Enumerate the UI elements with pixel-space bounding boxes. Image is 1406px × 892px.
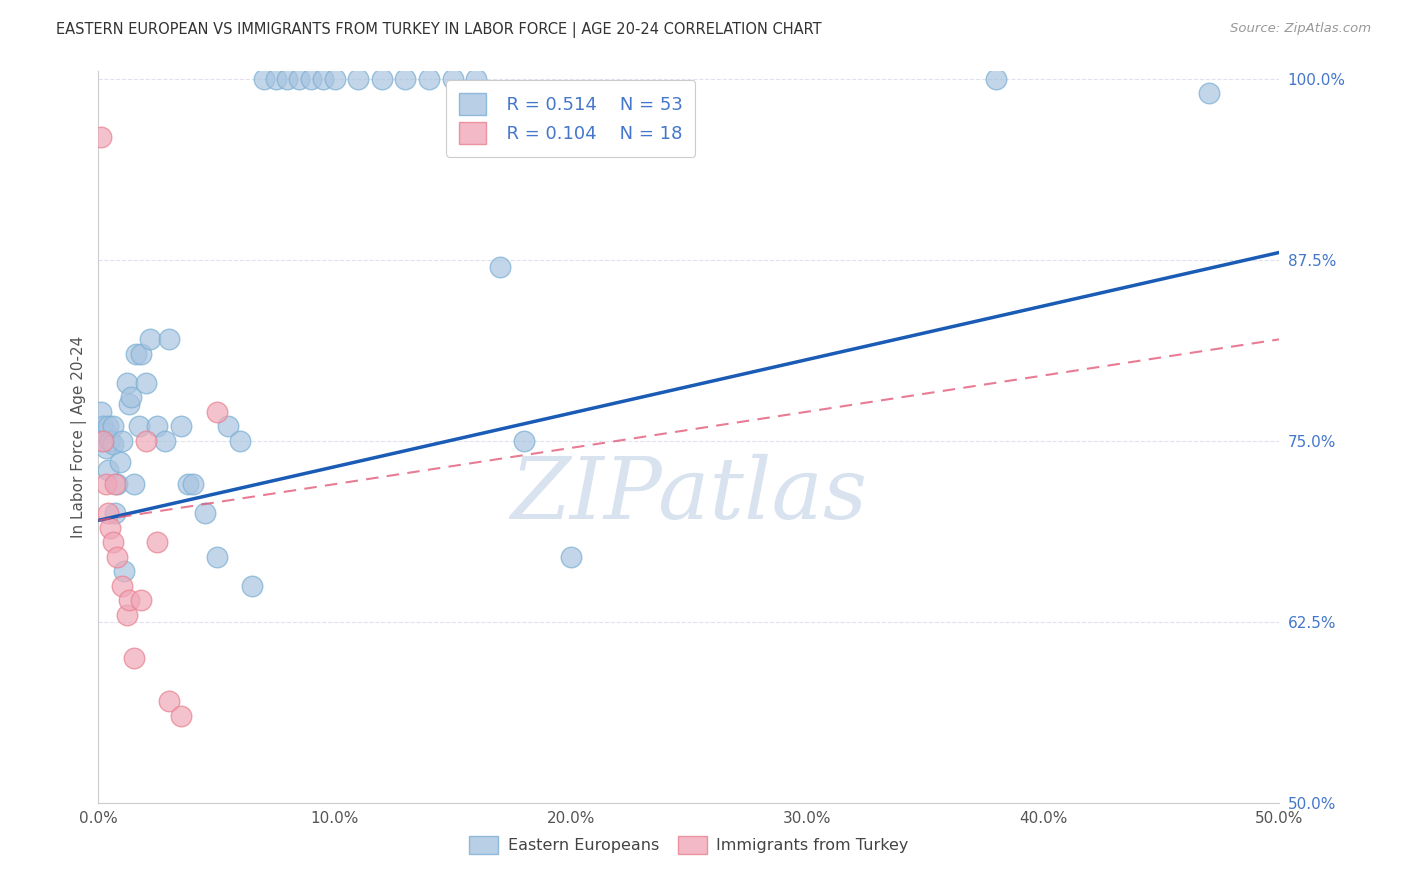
Point bbox=[418, 71, 440, 86]
Point bbox=[465, 71, 488, 86]
Point bbox=[371, 71, 394, 86]
Point bbox=[91, 434, 114, 448]
Point bbox=[157, 694, 180, 708]
Point bbox=[111, 434, 134, 448]
Point bbox=[323, 71, 346, 86]
Text: ZIPatlas: ZIPatlas bbox=[510, 454, 868, 537]
Point bbox=[115, 607, 138, 622]
Text: EASTERN EUROPEAN VS IMMIGRANTS FROM TURKEY IN LABOR FORCE | AGE 20-24 CORRELATIO: EASTERN EUROPEAN VS IMMIGRANTS FROM TURK… bbox=[56, 22, 823, 38]
Point bbox=[194, 506, 217, 520]
Point bbox=[170, 419, 193, 434]
Point bbox=[146, 419, 169, 434]
Point bbox=[122, 651, 145, 665]
Point bbox=[253, 71, 276, 86]
Point bbox=[347, 71, 370, 86]
Point bbox=[205, 549, 228, 564]
Point bbox=[91, 419, 114, 434]
Point bbox=[104, 506, 127, 520]
Point bbox=[276, 71, 298, 86]
Point bbox=[489, 260, 512, 274]
Point bbox=[104, 477, 127, 491]
Point bbox=[229, 434, 252, 448]
Point bbox=[97, 506, 120, 520]
Point bbox=[125, 347, 148, 361]
Point bbox=[205, 405, 228, 419]
Point bbox=[112, 564, 135, 578]
Legend: Eastern Europeans, Immigrants from Turkey: Eastern Europeans, Immigrants from Turke… bbox=[463, 830, 915, 861]
Point bbox=[97, 463, 120, 477]
Point bbox=[105, 477, 128, 491]
Point bbox=[108, 455, 131, 469]
Point bbox=[90, 434, 112, 448]
Point bbox=[157, 332, 180, 346]
Point bbox=[312, 71, 335, 86]
Point bbox=[299, 71, 322, 86]
Point bbox=[560, 549, 582, 564]
Point bbox=[115, 376, 138, 390]
Point bbox=[177, 477, 200, 491]
Point bbox=[146, 535, 169, 549]
Point bbox=[129, 593, 152, 607]
Point bbox=[101, 436, 124, 450]
Point bbox=[217, 419, 239, 434]
Point bbox=[101, 419, 124, 434]
Point bbox=[128, 419, 150, 434]
Point bbox=[118, 593, 141, 607]
Point bbox=[90, 405, 112, 419]
Point bbox=[90, 129, 112, 144]
Point bbox=[94, 477, 117, 491]
Point bbox=[394, 71, 416, 86]
Point bbox=[240, 578, 263, 592]
Point bbox=[98, 520, 121, 534]
Point bbox=[111, 578, 134, 592]
Point bbox=[118, 397, 141, 411]
Point bbox=[512, 434, 534, 448]
Point bbox=[288, 71, 311, 86]
Point bbox=[121, 390, 143, 404]
Point bbox=[139, 332, 162, 346]
Point bbox=[441, 71, 464, 86]
Point bbox=[94, 441, 117, 455]
Text: Source: ZipAtlas.com: Source: ZipAtlas.com bbox=[1230, 22, 1371, 36]
Point bbox=[122, 477, 145, 491]
Point bbox=[135, 434, 157, 448]
Point bbox=[135, 376, 157, 390]
Point bbox=[97, 419, 120, 434]
Point bbox=[94, 426, 117, 441]
Point bbox=[181, 477, 204, 491]
Point bbox=[984, 71, 1007, 86]
Point bbox=[98, 434, 121, 448]
Point bbox=[170, 709, 193, 723]
Point bbox=[264, 71, 287, 86]
Point bbox=[1198, 86, 1220, 100]
Point bbox=[105, 549, 128, 564]
Y-axis label: In Labor Force | Age 20-24: In Labor Force | Age 20-24 bbox=[72, 336, 87, 538]
Point bbox=[153, 434, 176, 448]
Point bbox=[101, 535, 124, 549]
Point bbox=[129, 347, 152, 361]
